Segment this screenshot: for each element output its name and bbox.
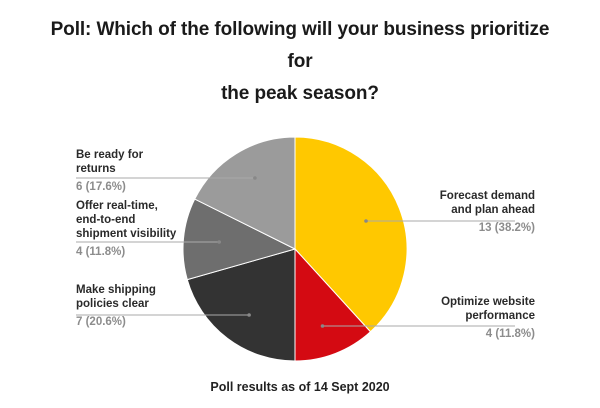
slice-label: Be ready for bbox=[76, 149, 144, 161]
leader-dot bbox=[320, 324, 325, 328]
slice-label: and plan ahead bbox=[451, 204, 535, 216]
chart-title-line-2: the peak season? bbox=[221, 83, 379, 104]
leader-dot bbox=[217, 240, 221, 244]
slice-label: policies clear bbox=[76, 298, 149, 310]
slice-value-label: 7 (20.6%) bbox=[76, 316, 126, 328]
pie-slice bbox=[294, 247, 372, 362]
slice-label: Forecast demand bbox=[440, 190, 535, 202]
slice-value-label: 4 (11.8%) bbox=[486, 328, 535, 340]
chart-title-line-1: Poll: Which of the following will your b… bbox=[50, 19, 550, 72]
slice-value-label: 6 (17.6%) bbox=[76, 181, 126, 193]
pie-slice bbox=[194, 136, 296, 250]
slice-label: performance bbox=[465, 310, 535, 322]
leader-dot bbox=[253, 176, 257, 180]
slice-label: returns bbox=[76, 163, 116, 175]
slice-label: Offer real-time, bbox=[76, 200, 158, 212]
pie-slice bbox=[186, 248, 296, 362]
leader-dot bbox=[247, 313, 251, 317]
leader-dot bbox=[364, 219, 368, 223]
slice-label: Optimize website bbox=[441, 296, 535, 308]
slice-label: Make shipping bbox=[76, 284, 156, 296]
pie-slice bbox=[294, 136, 408, 333]
slice-label: end-to-end bbox=[76, 214, 135, 226]
slice-value-label: 4 (11.8%) bbox=[76, 246, 125, 258]
chart-title: Poll: Which of the following will your b… bbox=[40, 14, 560, 110]
chart-footer: Poll results as of 14 Sept 2020 bbox=[210, 380, 390, 394]
pie-slice bbox=[182, 198, 297, 281]
slice-value-label: 13 (38.2%) bbox=[479, 222, 535, 234]
slice-label: shipment visibility bbox=[76, 228, 177, 240]
